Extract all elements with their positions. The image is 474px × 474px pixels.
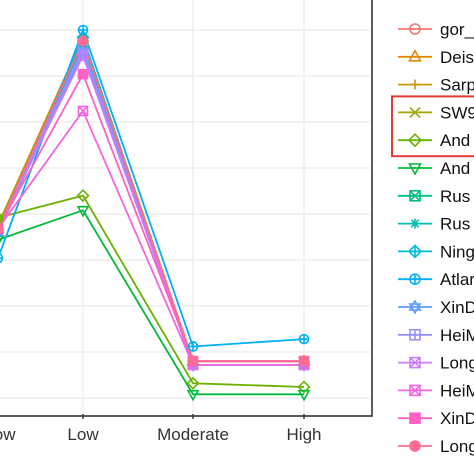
legend-entry: HeiM: [398, 381, 474, 400]
data-point: [187, 341, 199, 352]
legend-entry: Long: [398, 354, 474, 373]
legend-key-marker: [410, 79, 420, 90]
legend-label: HeiM: [440, 326, 474, 345]
data-point: [77, 105, 89, 117]
data-point: [298, 333, 310, 345]
legend-highlight-box: [391, 95, 474, 158]
legend-label: XinD: [440, 409, 474, 428]
legend-entry: XinD: [398, 409, 474, 428]
legend-key-marker: [409, 106, 421, 118]
x-axis-ticks: _low Low Moderate High: [0, 414, 321, 444]
plot-panel: [0, 0, 373, 417]
legend-key-marker: [408, 163, 422, 176]
x-tick-label: Moderate: [157, 425, 229, 444]
legend-key-marker: [409, 384, 421, 397]
legend-entry: Rus: [398, 187, 470, 206]
legend-label: XinD: [440, 298, 474, 317]
data-point: [187, 355, 199, 367]
data-point: [77, 35, 89, 47]
legend-entry: Long: [398, 437, 474, 456]
legend-label: Long: [440, 354, 474, 373]
data-point: [77, 50, 89, 62]
legend-label: Atlar: [440, 270, 474, 289]
data-point: [77, 24, 89, 36]
data-point: [76, 189, 90, 203]
legend-key-marker: [407, 244, 423, 259]
legend-key-marker: [409, 328, 421, 341]
legend-entry: SW9: [398, 103, 474, 122]
legend-key-marker: [409, 190, 421, 202]
legend-label: SW9: [440, 103, 474, 122]
series-line: [0, 209, 304, 396]
data-point: [186, 389, 200, 402]
series-lines: [0, 29, 305, 396]
legend-key-marker: [407, 133, 423, 148]
legend-key-marker: [409, 356, 421, 369]
legend-label: Deis: [440, 48, 474, 67]
legend-label: Rus: [440, 187, 470, 206]
data-point: [0, 223, 4, 234]
legend-key-marker: [409, 412, 421, 425]
x-tick-label: _low: [0, 425, 16, 444]
legend-entry: And: [398, 159, 470, 178]
data-point: [298, 355, 310, 367]
legend-label: Ning: [440, 242, 474, 261]
series-line: [0, 194, 305, 388]
legend-key-marker: [410, 218, 420, 229]
legend-entry: Sarp: [398, 76, 474, 95]
legend-key-marker: [409, 440, 421, 452]
x-tick-label: Low: [67, 425, 99, 444]
legend-entry: Rus: [398, 215, 470, 234]
legend-label: And: [440, 159, 470, 178]
legend-label: Rus: [440, 215, 470, 234]
legend-label: HeiM: [440, 381, 474, 400]
legend-label: Sarp: [440, 76, 474, 95]
legend-entry: Deis: [398, 48, 474, 67]
legend: gor_ Deis Sarp SW9 And And Rus Rus Ning Atlar XinD…: [391, 20, 474, 456]
legend-label: Long: [440, 437, 474, 456]
data-point: [76, 205, 90, 218]
legend-key-marker: [408, 299, 422, 315]
legend-entry: HeiM: [398, 326, 474, 345]
data-point: [77, 68, 89, 80]
data-point: [0, 253, 4, 264]
legend-key-marker: [409, 273, 421, 286]
data-point: [186, 376, 200, 390]
data-point: [0, 235, 5, 244]
x-tick-label: High: [287, 425, 322, 444]
data-point: [0, 213, 5, 223]
legend-label: gor_: [440, 20, 474, 39]
legend-entry: XinD: [398, 298, 474, 317]
data-point: [297, 389, 311, 402]
legend-entry: Ning: [398, 242, 474, 261]
legend-entry: gor_: [398, 20, 474, 39]
legend-key-marker: [408, 49, 422, 62]
legend-entry: Atlar: [398, 270, 474, 289]
data-point: [297, 380, 311, 394]
legend-label: And: [440, 131, 470, 150]
grid-lines: [0, 0, 370, 414]
series-line: [0, 110, 304, 366]
series-line: [0, 40, 304, 363]
legend-key-marker: [409, 23, 421, 35]
legend-entry: And: [398, 131, 470, 150]
series-points: [0, 24, 311, 402]
